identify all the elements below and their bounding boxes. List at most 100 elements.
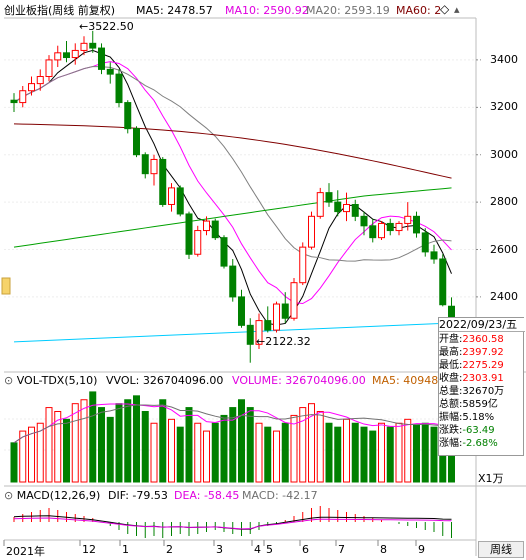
info-row: 涨幅:-2.68% [439,438,525,450]
info-row-value: 5859亿 [462,399,498,410]
candle-body [281,303,289,319]
x-axis-label: 12 [82,543,96,556]
candle-body [150,158,158,175]
volume-bar [299,407,307,483]
settings-diamond-icon[interactable]: ◇ [440,2,450,16]
volume-bar [238,399,245,483]
volume-bar [45,407,53,483]
ma20-label: MA20: 2593.19 [306,4,390,17]
candle-body [413,215,420,234]
x-axis-label: 5 [266,543,273,556]
collapse-arrow-icon[interactable]: ▴ [454,3,460,16]
price-tick-label: 2600 [490,242,518,256]
candle-body [63,52,70,59]
volume-bar [369,430,377,483]
x-axis-label: 3 [216,543,223,556]
volume-bar [395,422,403,483]
ma120-line [13,187,452,248]
candle-body [351,203,359,217]
info-row-label: 开盘: [439,334,463,345]
volume-bar [351,422,359,483]
candle-body [36,76,44,85]
volume-label: VOLUME: 326704096.00 [232,374,366,387]
info-row: 开盘:2360.58 [439,334,525,346]
info-row: 振幅:5.18% [439,412,525,424]
candle-body [54,52,62,61]
side-tab-marker[interactable] [1,277,11,295]
volume-bar [115,403,123,483]
volume-bar [133,395,140,483]
candle-body [211,220,219,239]
volume-bar [89,391,97,483]
candle-body [238,296,245,326]
x-axis-label: 2 [166,543,173,556]
x-axis-label: 9 [418,543,425,556]
volume-bar [325,422,333,483]
candle-body [98,47,105,70]
volume-bar [264,426,272,483]
macd-dif-label: DIF: -79.53 [108,489,168,502]
info-row-value: 2360.58 [462,334,504,345]
candle-body [299,246,307,284]
candle-body [229,265,237,298]
info-row-label: 振幅: [439,412,463,423]
volume-bar [63,418,70,483]
info-row-value: -2.68% [462,438,498,449]
ma60-line [13,123,452,179]
info-row: 涨跌:-63.49 [439,425,525,437]
volume-bar [150,422,158,483]
info-row-label: 最高: [439,347,463,358]
volume-bar [71,403,79,483]
price-tick-label: 3000 [490,147,518,161]
candle-body [203,220,210,232]
price-tick-label: 3200 [490,100,518,114]
price-tick-label: 3400 [490,52,518,66]
volume-bar [413,424,420,483]
macd-value-label: MACD: -42.17 [242,489,318,502]
volume-bar [378,422,385,483]
ma5-line [13,49,452,326]
x-axis-label: 6 [302,543,309,556]
volume-bar [28,426,35,483]
info-row: 最低:2275.29 [439,360,525,372]
volume-bar [54,411,62,483]
volume-bar [316,411,324,483]
volume-bar [106,416,114,483]
volume-bar [421,422,429,483]
candle-body [45,59,53,78]
info-date: 2022/09/23/五 [439,318,525,332]
info-row: 总量:32670万 [439,386,525,398]
macd-indicator-name[interactable]: ⊙ MACD(12,26,9) [4,489,101,502]
info-row-label: 总额: [439,399,463,410]
info-box: 2022/09/23/五 开盘:2360.58 最高:2397.92 最低:2275… [438,317,525,456]
low-annotation: ←2122.32 [256,335,311,348]
info-row: 总额:5859亿 [439,399,525,411]
candle-body [343,203,350,213]
candle-body [308,215,315,248]
volume-bar [281,422,289,483]
info-row-value: 5.18% [462,412,495,423]
candle-body [273,303,280,331]
candle-body [395,222,403,232]
ma10-label: MA10: 2590.92 [225,4,309,17]
info-row-label: 收盘: [439,373,463,384]
price-tick-label: 2400 [490,289,518,303]
candle-body [439,258,447,306]
macd-dea-label: DEA: -58.45 [174,489,240,502]
volume-bar [194,422,202,483]
candle-body [220,237,228,267]
candle-body [168,187,175,205]
volume-bar [343,418,350,483]
info-row-value: 2303.91 [462,373,504,384]
candle-body [176,187,184,215]
period-button[interactable]: 周线 [478,541,524,558]
candle-body [360,215,368,227]
vol-indicator-name[interactable]: ⊙ VOL-TDX(5,10) [4,374,98,387]
volume-bar [98,407,105,483]
high-annotation: ←3522.50 [79,20,134,33]
volume-bar [141,411,149,483]
candle-body [378,222,385,239]
candle-body [19,90,27,104]
candle-body [133,128,140,156]
